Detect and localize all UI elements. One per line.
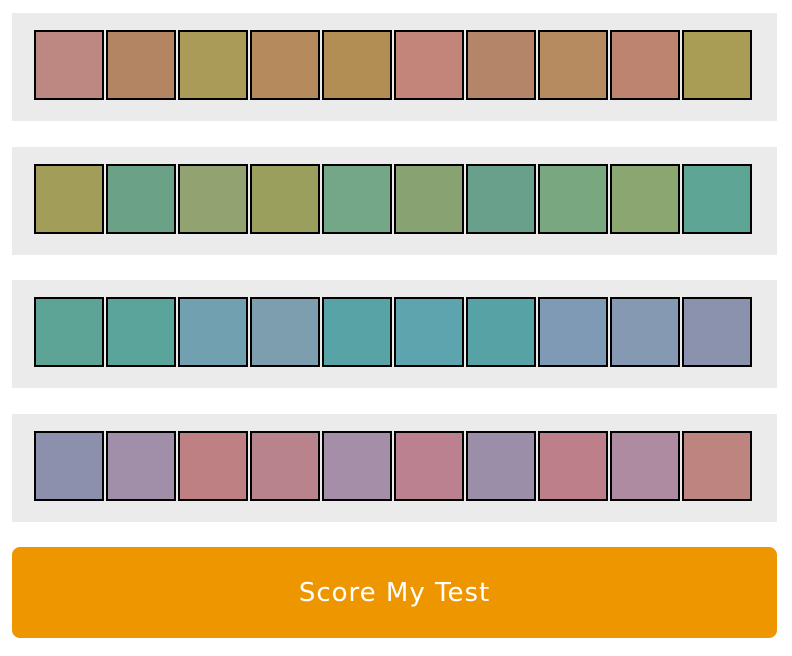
hue-row-3 [12,280,777,388]
color-swatch[interactable] [250,297,320,367]
color-swatch[interactable] [394,30,464,100]
color-swatch[interactable] [538,30,608,100]
color-swatch[interactable] [466,297,536,367]
hue-row-4 [12,414,777,522]
swatch-strip [34,30,752,100]
color-swatch[interactable] [106,30,176,100]
color-swatch[interactable] [610,431,680,501]
color-swatch[interactable] [322,30,392,100]
color-swatch[interactable] [466,164,536,234]
swatch-strip [34,297,752,367]
color-swatch[interactable] [178,431,248,501]
color-swatch[interactable] [250,431,320,501]
swatch-strip [34,164,752,234]
color-swatch[interactable] [34,431,104,501]
color-swatch[interactable] [322,164,392,234]
color-swatch[interactable] [610,297,680,367]
color-swatch[interactable] [34,30,104,100]
color-swatch[interactable] [394,297,464,367]
color-swatch[interactable] [178,164,248,234]
color-swatch[interactable] [538,431,608,501]
color-swatch[interactable] [538,297,608,367]
color-swatch[interactable] [538,164,608,234]
color-swatch[interactable] [178,297,248,367]
color-swatch[interactable] [106,297,176,367]
color-swatch[interactable] [682,297,752,367]
color-swatch[interactable] [466,431,536,501]
color-swatch[interactable] [610,30,680,100]
color-swatch[interactable] [394,431,464,501]
color-swatch[interactable] [682,431,752,501]
hue-row-1 [12,13,777,121]
color-swatch[interactable] [466,30,536,100]
color-swatch[interactable] [322,431,392,501]
color-swatch[interactable] [394,164,464,234]
color-swatch[interactable] [34,164,104,234]
color-swatch[interactable] [322,297,392,367]
color-swatch[interactable] [610,164,680,234]
score-my-test-button[interactable]: Score My Test [12,547,777,638]
color-swatch[interactable] [106,431,176,501]
color-swatch[interactable] [250,164,320,234]
swatch-strip [34,431,752,501]
color-swatch[interactable] [250,30,320,100]
color-swatch[interactable] [682,164,752,234]
hue-row-2 [12,147,777,255]
color-swatch[interactable] [178,30,248,100]
color-swatch[interactable] [34,297,104,367]
color-swatch[interactable] [106,164,176,234]
color-swatch[interactable] [682,30,752,100]
